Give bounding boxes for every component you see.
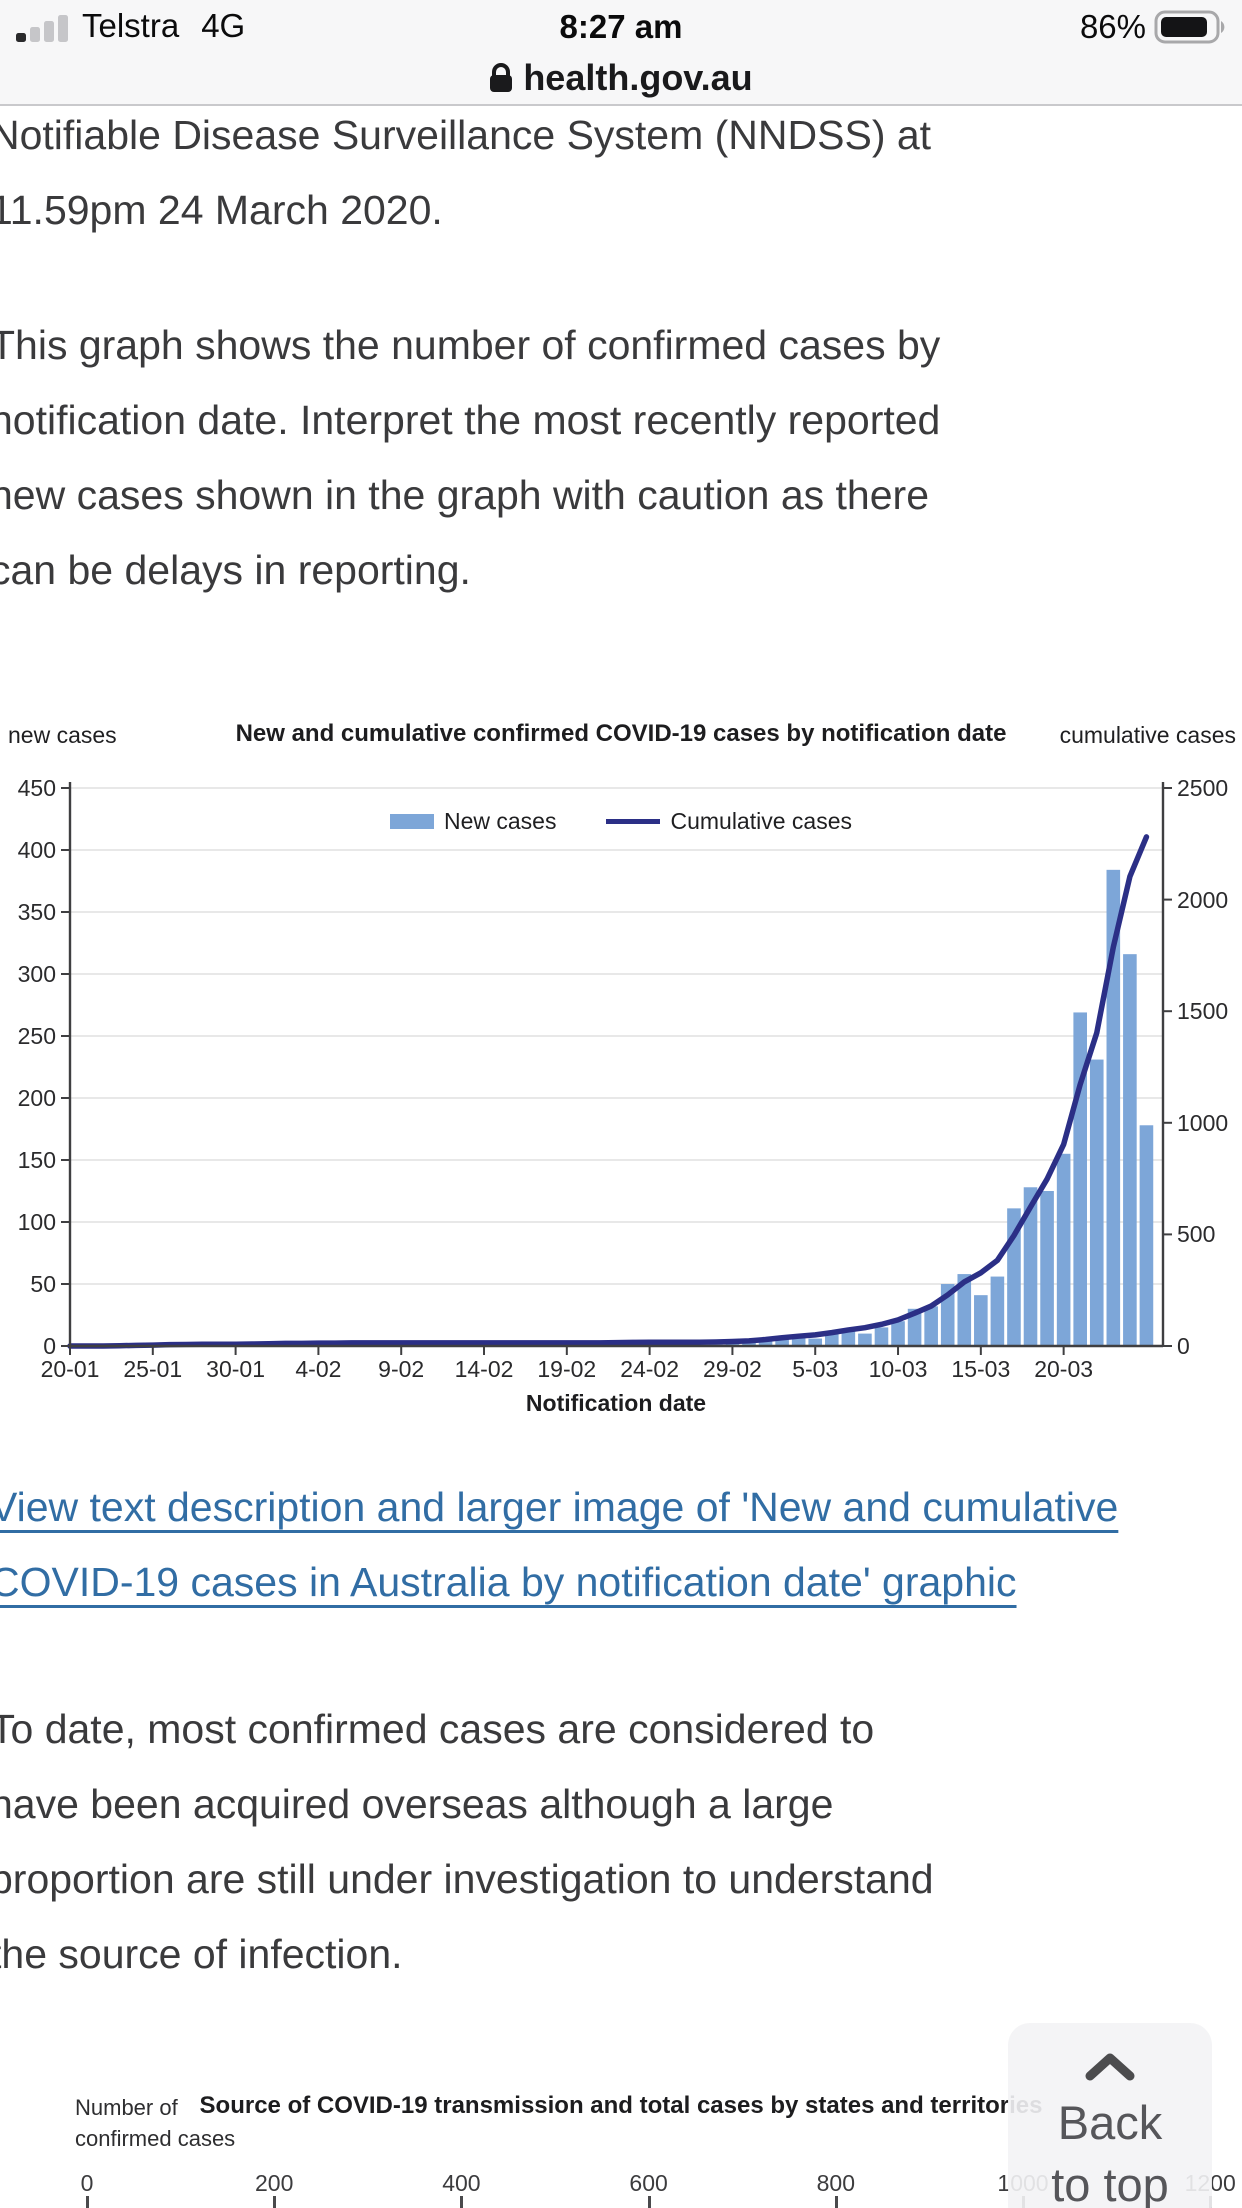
- bottom-x-tick: [273, 2196, 277, 2208]
- new-cases-bar: [957, 1274, 972, 1346]
- x-axis-tick-label: 24-02: [620, 1356, 680, 1382]
- bottom-x-tick-label: 800: [816, 2170, 855, 2196]
- bottom-x-tick: [86, 2196, 89, 2208]
- bottom-x-tick: [834, 2196, 838, 2208]
- back-to-top-button[interactable]: Back to top: [1008, 2023, 1212, 2208]
- new-cases-legend-swatch: [389, 814, 434, 829]
- signal-strength-icon: [16, 8, 68, 46]
- x-axis-title: Notification date: [525, 1390, 707, 1416]
- right-axis-tick-label: 1000: [1177, 1109, 1229, 1136]
- covid-cases-chart: new cases New and cumulative confirmed C…: [0, 690, 1242, 1435]
- new-cases-bar: [974, 1295, 988, 1346]
- chart-description-link[interactable]: View text description and larger image o…: [0, 1484, 1119, 1605]
- x-axis-tick-label: 20-03: [1034, 1356, 1094, 1382]
- right-axis-tick-label: 2500: [1177, 775, 1229, 801]
- cumulative-legend-line: [606, 819, 661, 824]
- right-axis-tick-label: 0: [1177, 1333, 1190, 1359]
- status-left: Telstra 4G: [16, 6, 245, 46]
- new-cases-bar: [808, 1338, 823, 1346]
- x-axis-tick-label: 29-02: [703, 1356, 762, 1382]
- paragraph-graph-note: This graph shows the number of confirmed…: [0, 322, 941, 593]
- new-cases-bar: [841, 1331, 856, 1346]
- new-cases-bar: [891, 1321, 905, 1346]
- new-cases-bar: [907, 1308, 922, 1346]
- x-axis-tick-label: 25-01: [123, 1356, 183, 1382]
- clock: 8:27 am: [559, 8, 683, 45]
- x-axis-tick-label: 15-03: [951, 1356, 1011, 1382]
- x-axis-tick-label: 20-01: [40, 1356, 100, 1382]
- bottom-chart-title: Source of COVID-19 transmission and tota…: [199, 2092, 1043, 2119]
- right-axis-tick-label: 2000: [1177, 886, 1229, 913]
- new-cases-bar: [1123, 954, 1137, 1346]
- left-axis-tick-label: 0: [43, 1333, 56, 1359]
- right-axis-title: cumulative cases: [1059, 722, 1236, 748]
- new-cases-bar: [1023, 1187, 1038, 1346]
- chart-link-wrap: View text description and larger image o…: [0, 1470, 1242, 1620]
- left-axis-tick-label: 250: [17, 1023, 56, 1049]
- bottom-x-tick-label: 0: [80, 2170, 94, 2196]
- left-axis-title: new cases: [8, 722, 117, 748]
- legend-label-cumulative: Cumulative cases: [670, 808, 852, 834]
- x-axis-tick-label: 30-01: [206, 1356, 265, 1382]
- chart-plot-area: [61, 782, 1172, 1355]
- left-axis-tick-label: 300: [17, 961, 56, 987]
- left-axis-tick-label: 100: [17, 1209, 56, 1235]
- new-cases-bar: [725, 1343, 740, 1346]
- left-axis-tick-label: 150: [17, 1147, 56, 1173]
- paragraph-source-note: To date, most confirmed cases are consid…: [0, 1706, 934, 1977]
- x-axis-tick-label: 19-02: [537, 1356, 597, 1382]
- chevron-up-icon: [1085, 2053, 1135, 2081]
- bottom-x-tick-label: 600: [629, 2170, 668, 2196]
- bottom-x-tick-label: 200: [255, 2170, 294, 2196]
- new-cases-bar: [1056, 1153, 1071, 1346]
- network-type-label: 4G: [201, 7, 246, 44]
- left-axis-tick-label: 450: [17, 775, 56, 801]
- x-axis-tick-label: 5-03: [792, 1356, 839, 1382]
- new-cases-bar: [924, 1306, 938, 1346]
- chart-legend: New cases Cumulative cases: [0, 808, 1242, 835]
- back-to-top-label: Back to top: [1051, 2096, 1169, 2208]
- new-cases-bar: [824, 1333, 839, 1346]
- x-axis-tick-label: 10-03: [868, 1356, 928, 1382]
- left-axis-tick-label: 50: [30, 1271, 56, 1297]
- chart-title: New and cumulative confirmed COVID-19 ca…: [235, 720, 1007, 747]
- left-axis-tick-label: 200: [17, 1085, 56, 1111]
- lock-icon: [490, 63, 513, 92]
- new-cases-bar: [858, 1333, 872, 1346]
- left-axis-tick-label: 400: [17, 837, 56, 863]
- battery-icon: [1154, 10, 1225, 44]
- status-bar: Telstra 4G 8:27 am 86%: [0, 0, 1242, 52]
- legend-label-new-cases: New cases: [443, 808, 557, 834]
- right-axis-tick-label: 1500: [1177, 998, 1229, 1025]
- new-cases-bar: [1139, 1125, 1154, 1346]
- carrier-label: Telstra: [82, 7, 180, 44]
- bottom-x-tick: [460, 2196, 464, 2208]
- right-axis-tick-label: 500: [1177, 1221, 1216, 1248]
- battery-percent: 86%: [1079, 8, 1146, 45]
- new-cases-bar: [1106, 869, 1121, 1346]
- cumulative-line: [67, 834, 1150, 1349]
- status-right: 86%: [1080, 8, 1228, 46]
- url-domain: health.gov.au: [523, 57, 753, 98]
- x-axis-tick-label: 14-02: [454, 1356, 514, 1382]
- new-cases-bar: [1040, 1191, 1054, 1346]
- x-axis-tick-label: 4-02: [295, 1356, 342, 1382]
- x-axis-tick-label: 9-02: [378, 1356, 425, 1382]
- bottom-x-tick-label: 400: [442, 2170, 481, 2196]
- new-cases-bar: [990, 1276, 1005, 1346]
- paragraph-nndss-intro: Notifiable Disease Surveillance System (…: [0, 112, 932, 233]
- new-cases-bar: [742, 1342, 756, 1346]
- new-cases-bar: [791, 1337, 806, 1346]
- new-cases-bar: [1089, 1059, 1104, 1346]
- new-cases-bar: [775, 1336, 789, 1346]
- bottom-chart-y-label: Number of confirmed cases: [75, 2095, 236, 2151]
- new-cases-bar: [874, 1327, 889, 1346]
- bottom-x-tick: [647, 2196, 651, 2208]
- left-axis-tick-label: 350: [17, 899, 56, 925]
- safari-url-bar[interactable]: health.gov.au: [0, 52, 1242, 106]
